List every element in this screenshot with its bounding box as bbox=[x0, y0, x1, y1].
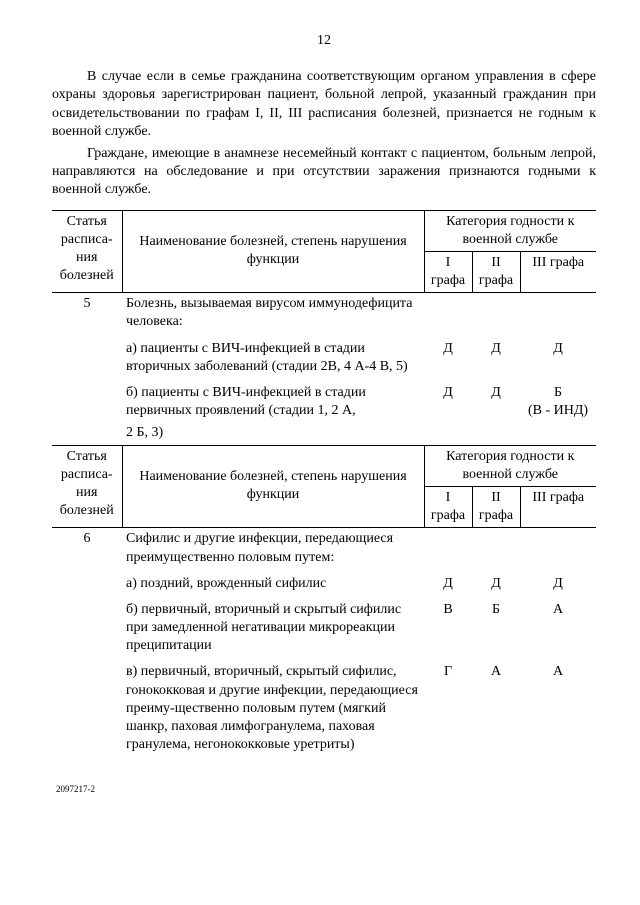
th-name: Наименование болезней, степень нарушения… bbox=[122, 210, 424, 293]
cat-cell: А bbox=[520, 595, 596, 658]
cat-cell: Д bbox=[472, 569, 520, 595]
cat-cell: Б bbox=[472, 595, 520, 658]
cat-cell: В bbox=[424, 595, 472, 658]
cat-cell: Д bbox=[520, 334, 596, 378]
cat-cell: Д bbox=[424, 569, 472, 595]
disease-item: а) поздний, врожденный сифилис bbox=[122, 569, 424, 595]
cat-cell: Д bbox=[472, 378, 520, 422]
cat-cell: Д bbox=[424, 378, 472, 422]
page-number: 12 bbox=[52, 32, 596, 50]
cat-cell: Г bbox=[424, 657, 472, 756]
cat-cell: А bbox=[472, 657, 520, 756]
th-col2: II графа bbox=[472, 486, 520, 527]
th-col2: II графа bbox=[472, 251, 520, 292]
document-page: { "page_number": "12", "paragraphs": [ "… bbox=[0, 0, 640, 816]
disease-item: б) первичный, вторичный и скрытый сифили… bbox=[122, 595, 424, 658]
th-col1: I графа bbox=[424, 251, 472, 292]
cat-cell: Д bbox=[424, 334, 472, 378]
th-article: Статья расписа-ния болезней bbox=[52, 445, 122, 528]
disease-item: в) первичный, вторичный, скрытый сифилис… bbox=[122, 657, 424, 756]
disease-title: Сифилис и другие инфекции, передающиеся … bbox=[122, 528, 424, 569]
cat-cell: Б (В - ИНД) bbox=[520, 378, 596, 422]
th-article: Статья расписа-ния болезней bbox=[52, 210, 122, 293]
th-category: Категория годности к военной службе bbox=[424, 210, 596, 251]
disease-table: Статья расписа-ния болезней Наименование… bbox=[52, 210, 596, 757]
article-number: 6 bbox=[52, 528, 122, 569]
cat-cell: Д bbox=[472, 334, 520, 378]
cat-cell: Д bbox=[520, 569, 596, 595]
th-col1: I графа bbox=[424, 486, 472, 527]
cat-cell: А bbox=[520, 657, 596, 756]
footer-code: 2097217-2 bbox=[52, 784, 596, 796]
th-category: Категория годности к военной службе bbox=[424, 445, 596, 486]
body-paragraph: Граждане, имеющие в анамнезе несемейный … bbox=[52, 145, 596, 200]
th-name: Наименование болезней, степень нарушения… bbox=[122, 445, 424, 528]
article-number: 5 bbox=[52, 293, 122, 334]
body-paragraph: В случае если в семье гражданина соответ… bbox=[52, 68, 596, 141]
disease-item: б) пациенты с ВИЧ-инфекцией в стадии пер… bbox=[122, 378, 424, 422]
disease-item: 2 Б, 3) bbox=[122, 422, 424, 445]
disease-title: Болезнь, вызываемая вирусом иммунодефици… bbox=[122, 293, 424, 334]
disease-item: а) пациенты с ВИЧ-инфекцией в стадии вто… bbox=[122, 334, 424, 378]
th-col3: III графа bbox=[520, 251, 596, 292]
th-col3: III графа bbox=[520, 486, 596, 527]
